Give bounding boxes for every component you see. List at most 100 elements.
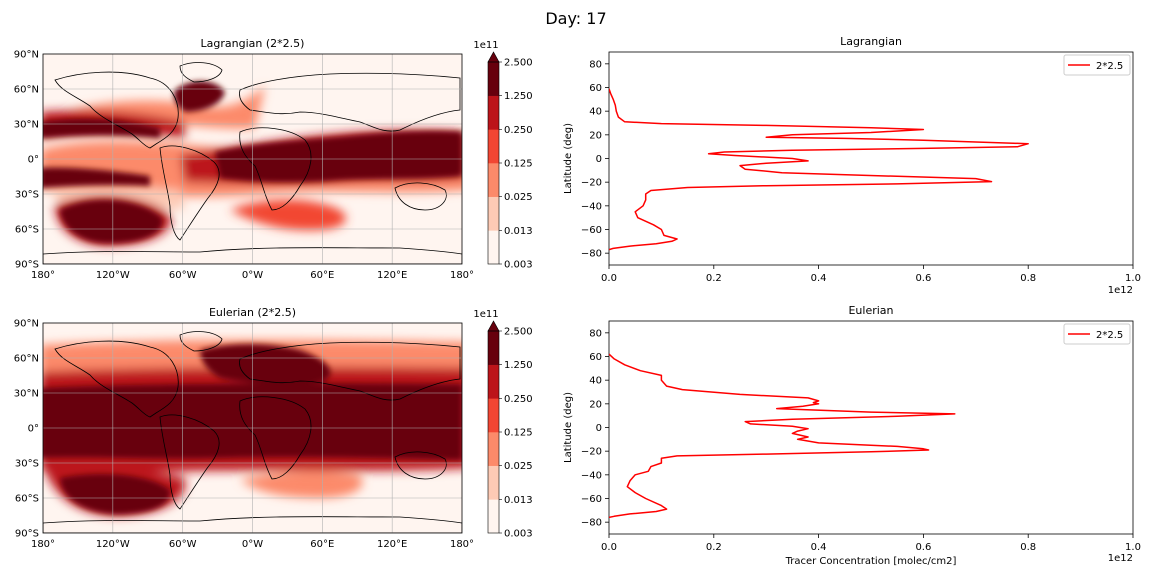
- colorbar-band: [488, 465, 499, 500]
- lat-tick-label: 30°S: [15, 459, 39, 470]
- map-lon-ticks: 180° 120°W 60°W 0°W 60°E 120°E 180°: [31, 539, 474, 550]
- y-ticks: 80 60 40 20 0 −20 −40 −60 −80: [581, 328, 609, 529]
- x-ticks: 0.0 0.2 0.4 0.6 0.8 1.0: [601, 534, 1141, 553]
- y-axis-label: Latitude (deg): [563, 392, 574, 463]
- y-tick-label: 60: [589, 83, 602, 94]
- colorbar-band: [488, 129, 499, 164]
- lon-tick-label: 0°W: [242, 539, 263, 550]
- colorbar-band: [488, 95, 499, 130]
- colorbar-tick-label: 0.125: [504, 159, 533, 170]
- lat-tick-label: 60°N: [14, 354, 39, 365]
- colorbar-band: [488, 163, 499, 197]
- colorbar-band: [488, 432, 499, 466]
- map-panel-lagrangian: Lagrangian (2*2.5): [14, 37, 533, 281]
- lat-tick-label: 0°: [28, 155, 39, 166]
- map-title: Eulerian (2*2.5): [209, 306, 296, 319]
- y-tick-label: 40: [589, 107, 602, 118]
- map-panel-eulerian: Eulerian (2*2.5): [14, 306, 533, 550]
- lat-tick-label: 90°S: [15, 529, 39, 540]
- y-tick-label: 80: [589, 328, 602, 339]
- colorbar-tick-label: 0.013: [504, 495, 533, 506]
- colorbar-tick-label: 0.025: [504, 461, 533, 472]
- y-tick-label: 0: [596, 154, 602, 165]
- colorbar-ticks: 2.500 1.250 0.250 0.125 0.025 0.013 0.003: [499, 327, 533, 540]
- y-tick-label: 80: [589, 59, 602, 70]
- x-tick-label: 0.6: [915, 542, 931, 553]
- x-tick-label: 0.0: [601, 542, 617, 553]
- lat-tick-label: 60°S: [15, 225, 39, 236]
- lon-tick-label: 60°W: [169, 539, 197, 550]
- lon-tick-label: 60°E: [310, 270, 334, 281]
- legend: 2*2.5: [1063, 323, 1131, 345]
- map-frame: [42, 53, 463, 265]
- y-ticks: 80 60 40 20 0 −20 −40 −60 −80: [581, 59, 609, 260]
- chart-title: Eulerian: [848, 304, 893, 317]
- lat-tick-label: 30°N: [14, 389, 39, 400]
- colorbar-tick-label: 2.500: [504, 58, 533, 69]
- plot-frame: [608, 320, 1134, 535]
- y-tick-label: 20: [589, 130, 602, 141]
- map-lat-ticks: 90°N 60°N 30°N 0° 30°S 60°S 90°S: [14, 319, 39, 540]
- x-tick-label: 0.4: [811, 542, 827, 553]
- lon-tick-label: 120°W: [96, 539, 130, 550]
- lon-tick-label: 180°: [450, 270, 474, 281]
- colorbar: 1e11 2.500 1.250 0.250 0.125 0.025 0.013 0.003: [473, 40, 532, 271]
- colorbar-tick-label: 0.003: [504, 529, 533, 540]
- colorbar-band: [488, 331, 499, 365]
- x-offset-label: 1e12: [1108, 285, 1133, 296]
- colorbar-band: [488, 62, 499, 96]
- map-title: Lagrangian (2*2.5): [201, 37, 305, 50]
- lat-tick-label: 0°: [28, 424, 39, 435]
- y-tick-label: 40: [589, 376, 602, 387]
- y-tick-label: 60: [589, 352, 602, 363]
- y-tick-label: −60: [581, 494, 602, 505]
- colorbar-band: [488, 364, 499, 399]
- coastlines: [43, 331, 462, 533]
- colorbar-tick-label: 0.003: [504, 260, 533, 271]
- y-tick-label: −40: [581, 470, 602, 481]
- colorbar-tick-label: 0.025: [504, 192, 533, 203]
- y-tick-label: −20: [581, 178, 602, 189]
- colorbar-ticks: 2.500 1.250 0.250 0.125 0.025 0.013 0.003: [499, 58, 533, 271]
- y-axis-label: Latitude (deg): [563, 123, 574, 194]
- lat-tick-label: 60°S: [15, 494, 39, 505]
- map-lat-ticks: 90°N 60°N 30°N 0° 30°S 60°S 90°S: [14, 50, 39, 271]
- y-tick-label: 20: [589, 399, 602, 410]
- series-line: [609, 88, 1029, 251]
- lon-tick-label: 60°W: [169, 270, 197, 281]
- x-tick-label: 0.8: [1020, 542, 1036, 553]
- x-axis-label: Tracer Concentration [molec/cm2]: [785, 556, 957, 567]
- map-gridlines: [43, 323, 462, 533]
- lat-tick-label: 60°N: [14, 85, 39, 96]
- lon-tick-label: 180°: [450, 539, 474, 550]
- map-lon-ticks: 180° 120°W 60°W 0°W 60°E 120°E 180°: [31, 270, 474, 281]
- lon-tick-label: 60°E: [310, 539, 334, 550]
- legend-label: 2*2.5: [1096, 61, 1123, 72]
- colorbar-tick-label: 0.013: [504, 226, 533, 237]
- colorbar-extend-arrow: [487, 320, 500, 332]
- series-line: [609, 353, 956, 519]
- lat-tick-label: 90°N: [14, 50, 39, 61]
- x-tick-label: 1.0: [1125, 273, 1141, 284]
- lon-tick-label: 0°W: [242, 270, 263, 281]
- colorbar-tick-label: 1.250: [504, 360, 533, 371]
- colorbar-tick-label: 0.250: [504, 125, 533, 136]
- colorbar-exponent: 1e11: [473, 309, 498, 320]
- x-ticks: 0.0 0.2 0.4 0.6 0.8 1.0: [601, 265, 1141, 284]
- colorbar-extend-arrow: [487, 51, 500, 63]
- colorbar-band: [488, 196, 499, 231]
- lon-tick-label: 180°: [31, 539, 55, 550]
- colorbar-tick-label: 0.125: [504, 428, 533, 439]
- map-gridlines: [43, 54, 462, 264]
- colorbar-tick-label: 2.500: [504, 327, 533, 338]
- figure-title: Day: 17: [545, 9, 606, 28]
- x-tick-label: 0.2: [706, 542, 722, 553]
- y-tick-label: 0: [596, 423, 602, 434]
- lat-tick-label: 90°N: [14, 319, 39, 330]
- x-tick-label: 1.0: [1125, 542, 1141, 553]
- colorbar-band: [488, 230, 499, 265]
- legend-label: 2*2.5: [1096, 330, 1123, 341]
- x-tick-label: 0.4: [811, 273, 827, 284]
- lon-tick-label: 120°W: [96, 270, 130, 281]
